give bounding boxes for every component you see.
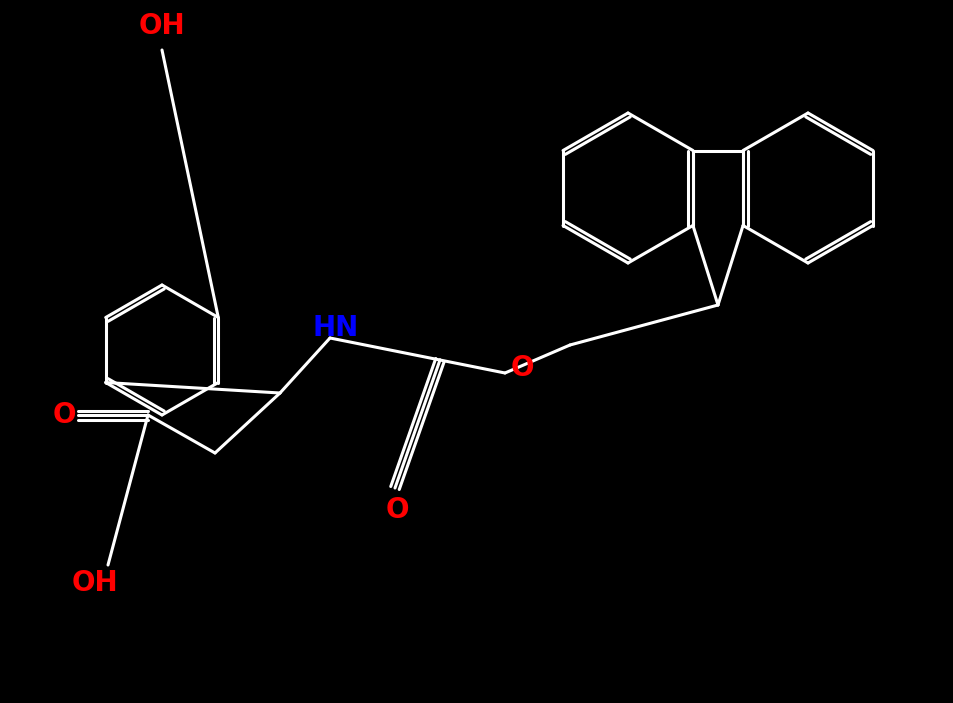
Text: O: O xyxy=(385,496,408,524)
Text: OH: OH xyxy=(138,12,185,40)
Text: O: O xyxy=(52,401,75,429)
Text: OH: OH xyxy=(71,569,118,597)
Text: HN: HN xyxy=(313,314,358,342)
Text: O: O xyxy=(510,354,533,382)
